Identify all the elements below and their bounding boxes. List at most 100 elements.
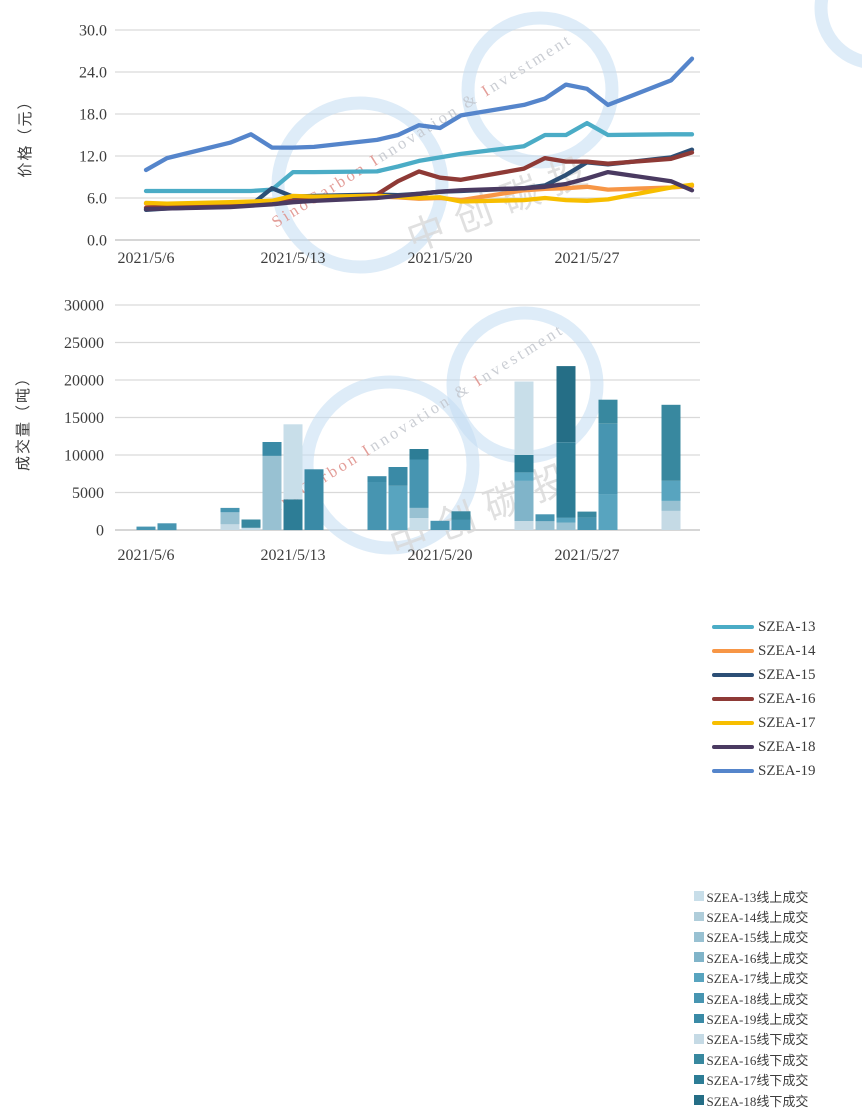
bar-segment — [556, 442, 576, 518]
legend-label: SZEA-18线上成交 — [706, 991, 809, 1007]
legend-label: SZEA-16 — [758, 690, 816, 707]
legend-square-swatch — [694, 1095, 704, 1105]
bar-stack-2021/5/27 — [577, 511, 597, 530]
legend-label: SZEA-16线下成交 — [706, 1052, 809, 1068]
bar-segment — [451, 511, 471, 520]
bar-stack-2021/5/7 — [157, 523, 177, 531]
bar-segment — [577, 511, 597, 518]
bar-segment — [304, 469, 324, 530]
bar-segment — [388, 467, 408, 486]
legend-item-SZEA-17线下成交: SZEA-17线下成交 — [694, 1072, 808, 1088]
price-x-tick: 2021/5/20 — [408, 250, 473, 267]
legend-label: SZEA-19 — [758, 762, 816, 779]
legend-item-SZEA-17线上成交: SZEA-17线上成交 — [694, 970, 808, 986]
bar-segment — [283, 424, 303, 500]
price-line-SZEA-17 — [143, 182, 695, 206]
bar-stack-2021/5/18 — [388, 467, 408, 531]
legend-item-SZEA-18线上成交: SZEA-18线上成交 — [694, 990, 809, 1007]
price-line-SZEA-13 — [143, 120, 695, 194]
volume-x-tick: 2021/5/20 — [408, 547, 473, 564]
legend-line-swatch — [712, 720, 754, 726]
watermark-ring — [814, 0, 862, 68]
legend-square-swatch — [694, 952, 704, 962]
bar-segment — [409, 449, 429, 460]
volume-x-tick: 2021/5/6 — [118, 547, 175, 564]
bar-stack-2021/5/17 — [367, 476, 387, 530]
legend-line-swatch — [712, 648, 754, 654]
bar-stack-2021/5/21 — [451, 511, 471, 530]
dual-chart-figure: SinoCarbon Innovation & InvestmentSinoCa… — [14, 0, 862, 1109]
legend-square-swatch — [694, 891, 704, 901]
legend-item-SZEA-17: SZEA-17 — [712, 714, 816, 732]
price-x-tick: 2021/5/27 — [555, 250, 620, 267]
legend-item-SZEA-19线上成交: SZEA-19线上成交 — [694, 1010, 808, 1027]
bar-segment — [556, 517, 576, 523]
legend-line-swatch — [712, 624, 754, 630]
bar-stack-2021/5/20 — [430, 520, 450, 530]
volume-y-tick: 15000 — [64, 410, 104, 427]
bar-stack-2021/5/25 — [535, 514, 555, 530]
bar-segment — [220, 512, 240, 525]
price-line-SZEA-18 — [143, 169, 695, 212]
price-y-tick: 0.0 — [87, 233, 107, 250]
volume-chart-bars — [136, 366, 681, 531]
bar-segment — [241, 519, 261, 528]
bar-stack-2021/5/26 — [556, 366, 576, 530]
bar-segment — [514, 480, 534, 521]
bar-segment — [283, 499, 303, 531]
volume-y-axis-title: 成交量（吨） — [14, 369, 32, 471]
bar-segment — [556, 522, 576, 530]
bar-stack-2021/5/6 — [136, 526, 156, 530]
legend-label: SZEA-17线下成交 — [706, 1073, 809, 1089]
bar-stack-2021/5/28 — [598, 399, 618, 530]
volume-x-tick: 2021/5/13 — [261, 547, 326, 564]
bar-stack-2021/5/14 — [304, 469, 324, 530]
bar-segment — [661, 500, 681, 511]
bar-segment — [136, 526, 156, 530]
legend-line-swatch — [712, 768, 754, 774]
bar-segment — [451, 519, 471, 530]
legend-label: SZEA-14线上成交 — [706, 909, 809, 925]
legend-item-SZEA-19: SZEA-19 — [712, 762, 816, 780]
bar-segment — [598, 423, 618, 495]
legend-item-SZEA-15线下成交: SZEA-15线下成交 — [694, 1031, 808, 1047]
bar-segment — [661, 510, 681, 530]
price-y-axis-title: 价格（元） — [17, 92, 34, 177]
legend-label: SZEA-15线上成交 — [706, 930, 809, 946]
bar-segment — [514, 455, 534, 473]
legend-item-SZEA-14: SZEA-14 — [712, 642, 816, 660]
legend-item-SZEA-13: SZEA-13 — [712, 618, 816, 636]
bar-segment — [262, 442, 282, 456]
price-line-SZEA-19 — [143, 56, 695, 173]
bar-segment — [535, 514, 555, 522]
price-y-tick: 18.0 — [79, 107, 107, 124]
legend-item-SZEA-18: SZEA-18 — [712, 738, 816, 756]
bar-segment — [577, 517, 597, 530]
bar-stack-2021/5/12 — [262, 442, 282, 530]
legend-item-SZEA-18线下成交: SZEA-18线下成交 — [694, 1092, 808, 1109]
bar-segment — [409, 459, 429, 508]
bar-stack-2021/5/19 — [409, 449, 429, 530]
legend-item-SZEA-15: SZEA-15 — [712, 666, 816, 684]
bar-stack-2021/5/31 — [661, 404, 681, 530]
legend-item-SZEA-16线上成交: SZEA-16线上成交 — [694, 949, 808, 966]
bar-stack-2021/5/24 — [514, 381, 534, 530]
bar-segment — [661, 404, 681, 481]
price-x-tick: 2021/5/6 — [118, 250, 175, 267]
volume-y-tick: 25000 — [64, 335, 104, 352]
legend-line-swatch — [712, 672, 754, 678]
volume-y-tick: 20000 — [64, 373, 104, 390]
legend-item-SZEA-16线下成交: SZEA-16线下成交 — [694, 1051, 809, 1068]
price-y-tick: 12.0 — [79, 149, 107, 166]
bar-segment — [514, 381, 534, 455]
price-x-tick: 2021/5/13 — [261, 250, 326, 267]
volume-y-tick: 0 — [96, 523, 104, 540]
legend-square-swatch — [694, 993, 704, 1003]
bar-segment — [367, 476, 387, 482]
legend-square-swatch — [694, 932, 704, 942]
volume-y-tick: 10000 — [64, 448, 104, 465]
bar-segment — [535, 521, 555, 530]
bar-segment — [556, 366, 576, 443]
watermark-ring — [300, 375, 480, 555]
legend-item-SZEA-14线上成交: SZEA-14线上成交 — [694, 908, 809, 925]
